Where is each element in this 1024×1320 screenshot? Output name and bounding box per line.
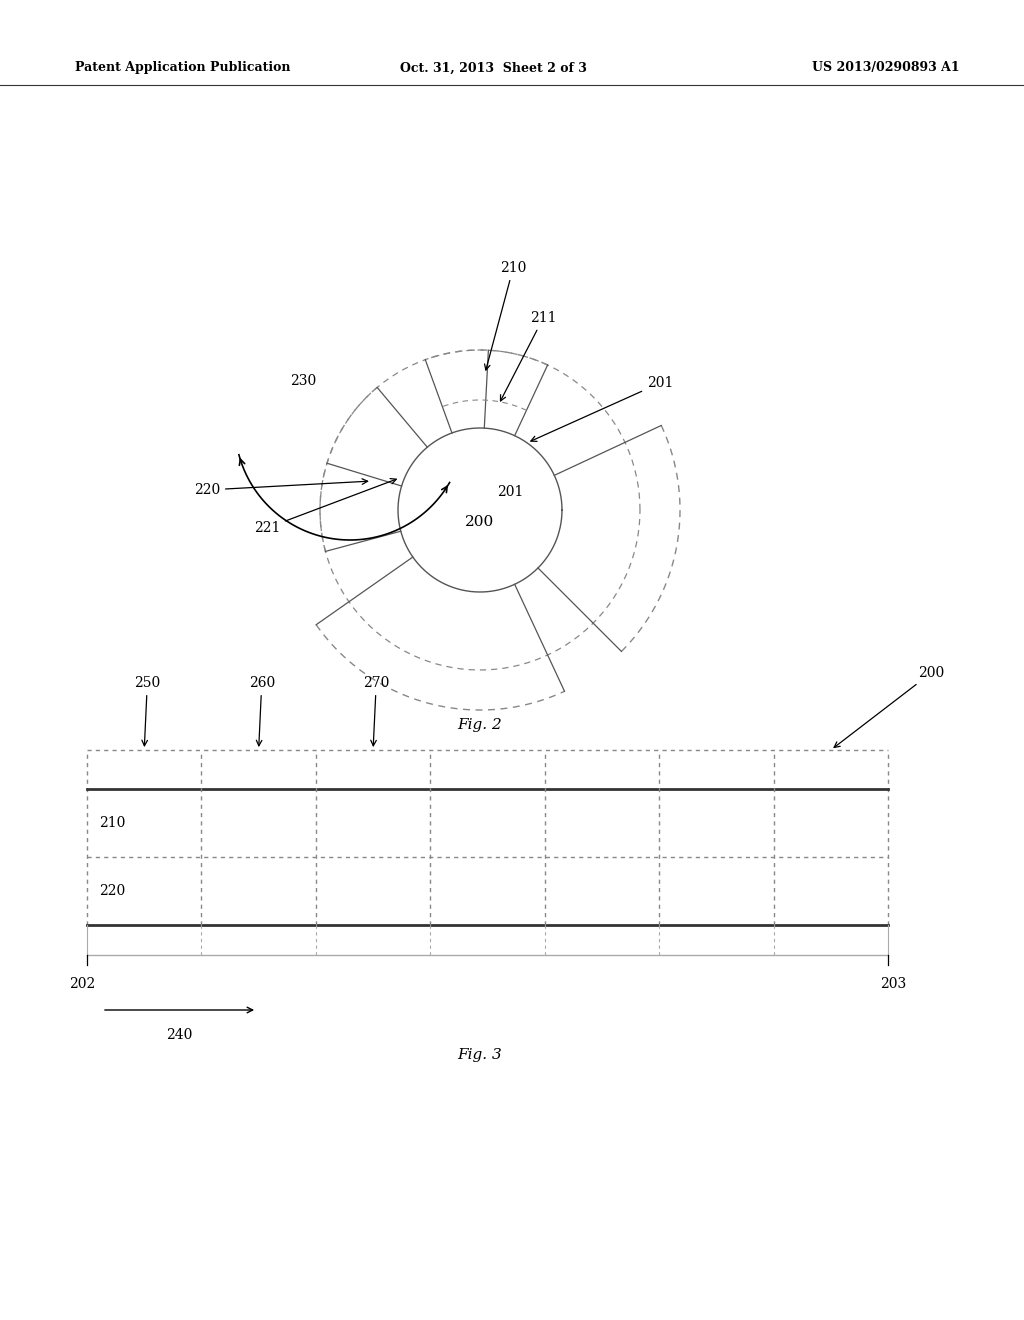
Text: 203: 203 bbox=[880, 977, 906, 991]
Text: 220: 220 bbox=[194, 479, 368, 498]
Text: 200: 200 bbox=[465, 515, 495, 529]
Text: US 2013/0290893 A1: US 2013/0290893 A1 bbox=[812, 62, 961, 74]
Text: Oct. 31, 2013  Sheet 2 of 3: Oct. 31, 2013 Sheet 2 of 3 bbox=[400, 62, 587, 74]
Text: 230: 230 bbox=[290, 374, 316, 388]
Text: Fig. 3: Fig. 3 bbox=[458, 1048, 503, 1063]
Text: 210: 210 bbox=[99, 816, 125, 830]
Text: 202: 202 bbox=[69, 977, 95, 991]
Text: 211: 211 bbox=[501, 312, 556, 401]
Text: 270: 270 bbox=[364, 676, 389, 746]
Text: 210: 210 bbox=[484, 261, 526, 370]
Text: 250: 250 bbox=[134, 676, 161, 746]
Text: 221: 221 bbox=[254, 479, 396, 535]
Text: 201: 201 bbox=[497, 484, 523, 499]
Text: 260: 260 bbox=[249, 676, 274, 746]
Text: 200: 200 bbox=[835, 667, 944, 747]
Text: 220: 220 bbox=[99, 884, 125, 898]
Text: Fig. 2: Fig. 2 bbox=[458, 718, 503, 733]
Text: 201: 201 bbox=[530, 376, 674, 441]
Text: 240: 240 bbox=[166, 1028, 193, 1041]
Text: Patent Application Publication: Patent Application Publication bbox=[75, 62, 291, 74]
